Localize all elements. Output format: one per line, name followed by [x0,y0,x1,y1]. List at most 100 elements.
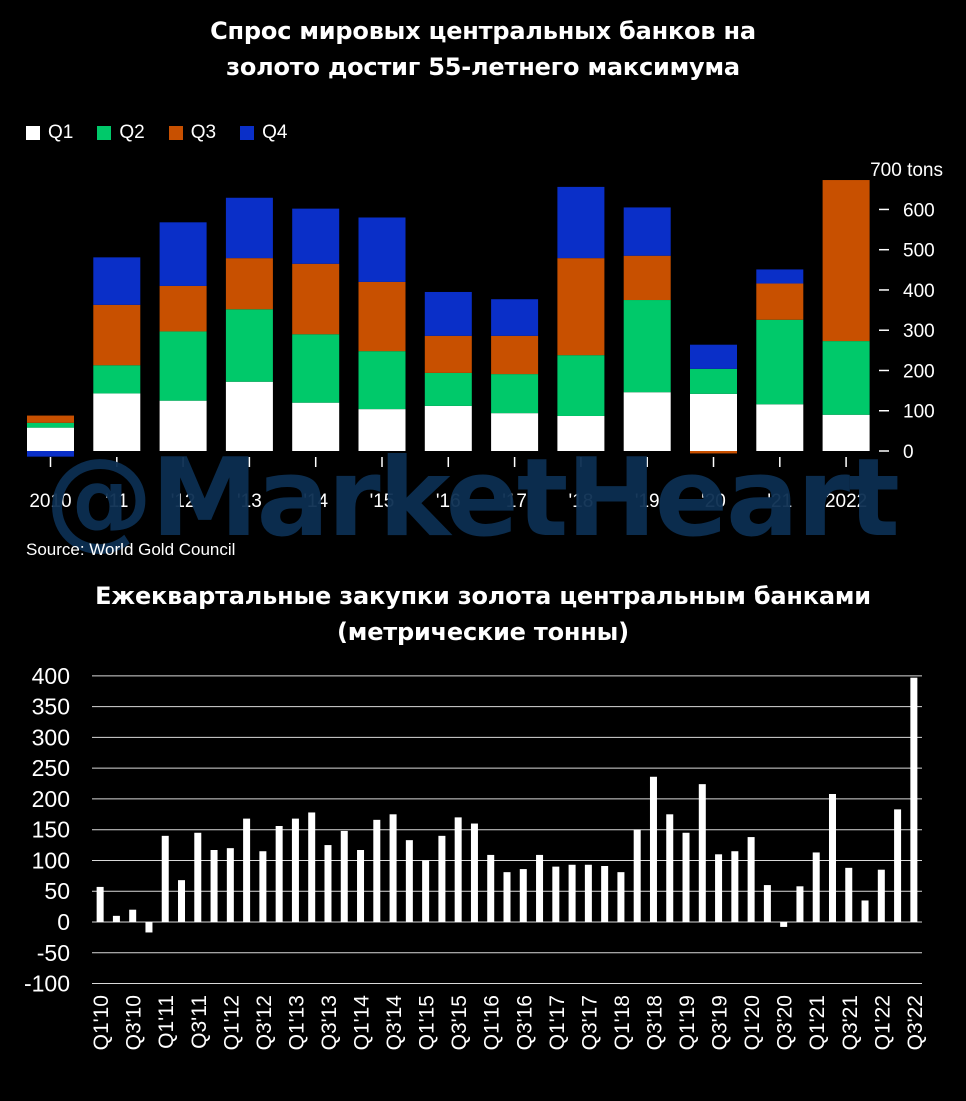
chart2-title: Ежеквартальные закупки золота центральны… [0,578,966,650]
bar-5 [178,880,186,922]
x-tick-label: Q3'16 [513,995,536,1050]
x-tick-label: Q3'14 [383,995,406,1051]
x-tick-label: Q1'15 [416,995,439,1050]
bar-44 [812,852,820,922]
bar-q2-8 [557,355,605,416]
bar-q3-6 [424,335,472,373]
bar-q1-8 [557,415,605,451]
bar-35 [666,814,674,922]
legend-item-q1: Q1 [26,122,73,144]
y-tick-label: 400 [903,281,935,302]
x-tick-label: Q3'20 [774,995,797,1050]
x-tick-label: 2022 [825,491,867,512]
bar-q3-1 [93,304,141,366]
legend-item-q2: Q2 [97,122,145,144]
bar-48 [877,869,885,922]
x-tick-label: Q3'10 [123,995,146,1050]
y-tick-label: 250 [32,755,70,781]
bar-40 [747,837,755,922]
bar-17 [373,819,381,922]
x-tick-label: Q3'11 [188,995,211,1049]
bar-q4-1 [93,257,141,305]
y-tick-label: 0 [57,909,70,935]
x-tick-label: '11 [105,491,128,512]
x-tick-label: Q3'17 [578,995,601,1050]
chart1-title: Спрос мировых центральных банков на золо… [0,13,966,85]
bar-11 [275,825,283,922]
x-tick-label: '17 [502,491,527,512]
bar-q3-0 [27,415,74,423]
y-tick-label: 100 [32,847,70,873]
bar-42 [780,922,788,927]
x-tick-label: '16 [436,491,461,512]
y-tick-label: 0 [903,442,914,463]
chart1-title-line2: золото достиг 55-летнего максимума [226,53,740,81]
bar-q4-8 [557,186,605,259]
bar-29 [568,864,576,922]
bar-2 [129,909,137,922]
x-tick-label: '13 [237,491,262,512]
x-tick-label: Q1'22 [871,995,894,1050]
y-tick-label: 350 [32,694,70,720]
bar-24 [487,854,495,922]
x-tick-label: '12 [171,491,196,512]
y-tick-label: 50 [44,878,70,904]
x-tick-label: Q3'12 [253,995,276,1050]
bar-20 [422,860,430,922]
bar-q4-6 [424,291,472,336]
bar-30 [584,864,592,922]
bar-50 [910,677,918,922]
x-tick-label: Q1'11 [155,995,178,1049]
bar-q4-11 [756,269,804,284]
y-tick-label: 150 [32,817,70,843]
bar-q3-11 [756,283,804,320]
bar-q1-12 [822,414,870,451]
chart1-source: Source: World Gold Council [26,540,236,559]
legend-swatch-q1 [26,126,40,140]
bar-q1-10 [690,393,737,451]
bar-49 [894,809,902,922]
bar-q3-7 [491,335,539,375]
bar-q2-11 [756,319,804,405]
y-tick-label: 600 [903,200,935,221]
bar-41 [763,885,771,922]
bar-q3-2 [159,285,207,332]
bar-q4-10 [690,344,737,369]
bar-q2-2 [159,331,207,401]
bar-3 [145,922,153,933]
y-tick-label: 200 [903,361,935,382]
bar-q1-7 [491,413,539,451]
chart2-title-line1: Ежеквартальные закупки золота центральны… [95,582,871,610]
x-tick-label: '19 [635,491,660,512]
x-tick-label: Q1'16 [481,995,504,1050]
x-tick-label: Q1'18 [611,995,634,1050]
legend-label-q2: Q2 [119,122,145,143]
bar-23 [470,823,478,922]
bar-q4-9 [623,207,671,256]
bar-q2-10 [690,368,737,394]
x-tick-label: Q3'15 [448,995,471,1050]
bar-q1-5 [358,409,406,451]
x-tick-label: '14 [303,491,328,512]
bar-q2-6 [424,372,472,406]
bar-q4-5 [358,217,406,282]
chart2-title-line2: (метрические тонны) [337,618,629,646]
bar-q1-2 [159,400,207,451]
bar-43 [796,886,804,922]
bar-22 [454,817,462,922]
x-tick-label: Q1'13 [285,995,308,1050]
bar-q4-0 [27,451,74,457]
legend-label-q3: Q3 [190,122,217,143]
bar-q3-9 [623,255,671,301]
x-tick-label: Q1'17 [546,995,569,1050]
bar-46 [845,867,853,922]
bar-q3-3 [225,258,273,310]
bar-14 [324,845,332,922]
bar-1 [112,915,120,922]
bar-q3-10 [690,451,737,454]
bar-q2-3 [225,309,273,382]
x-tick-label: Q1'21 [806,995,829,1050]
bar-12 [291,818,299,922]
bar-q4-7 [491,299,539,336]
